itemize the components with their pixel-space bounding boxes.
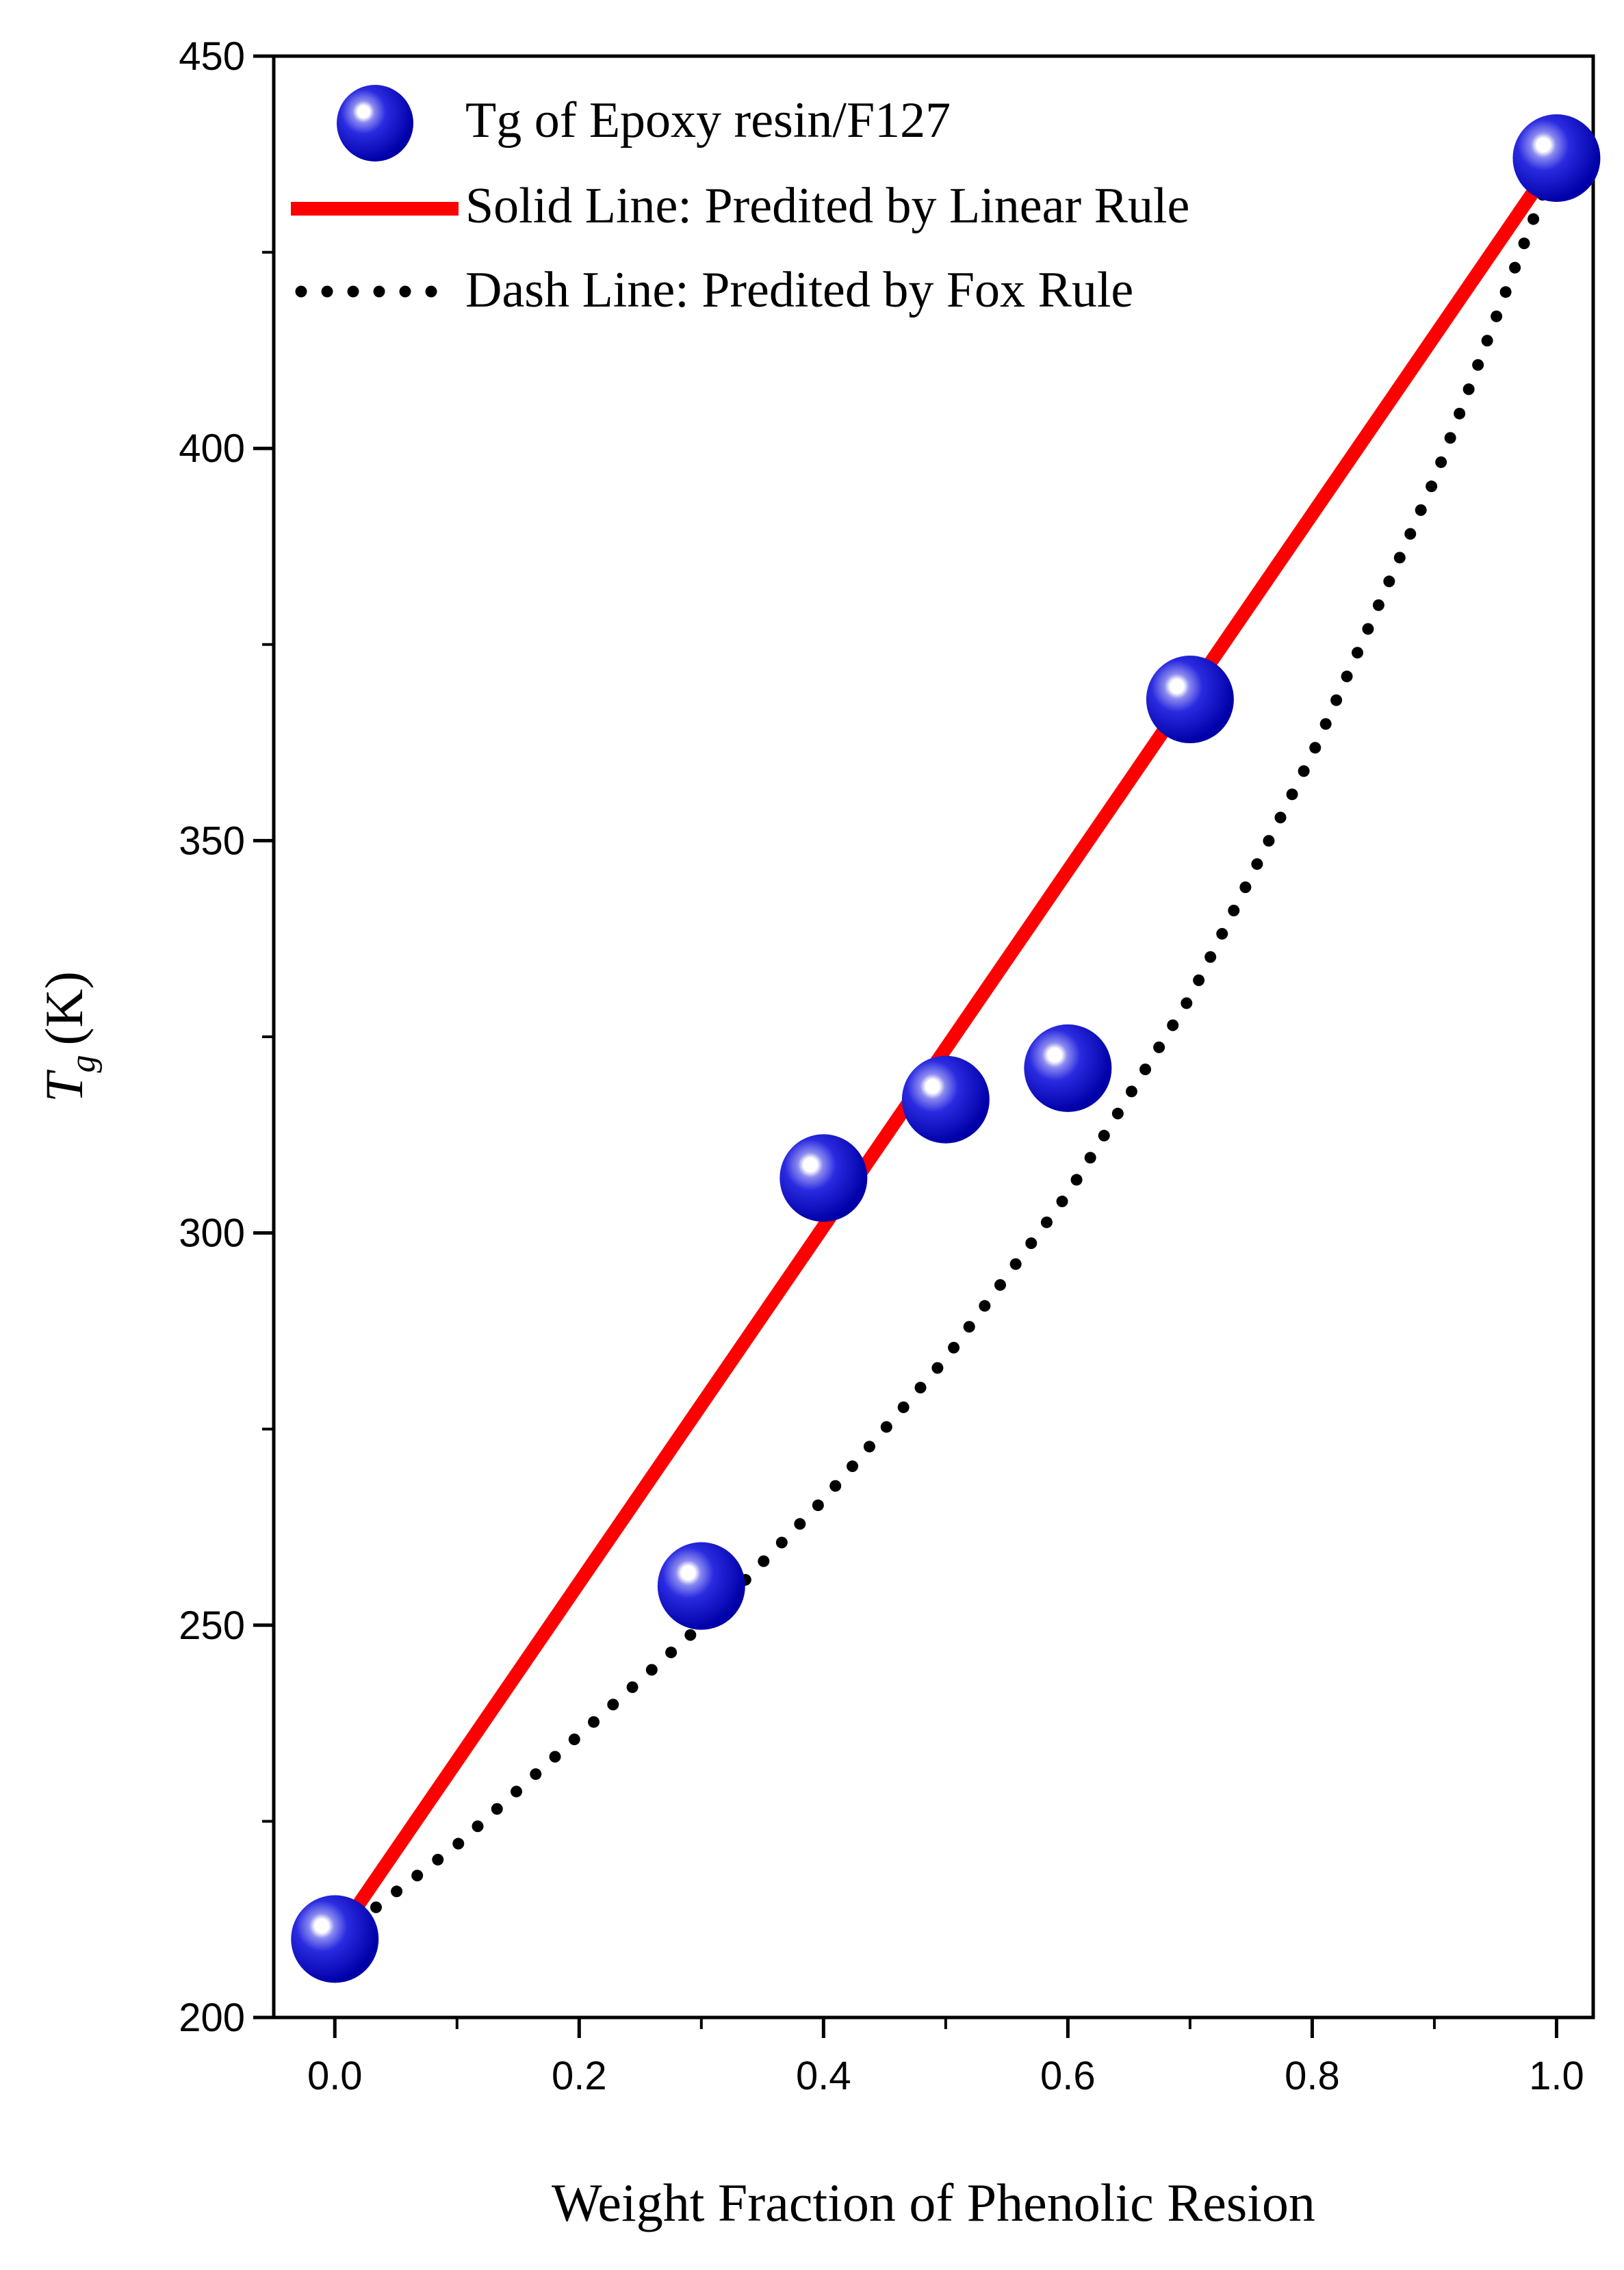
x-axis-title: Weight Fraction of Phenolic Resion xyxy=(552,2173,1315,2232)
y-tick-label: 400 xyxy=(179,426,245,471)
y-axis-title-symbol: T xyxy=(34,1070,94,1102)
legend-label: Solid Line: Predited by Linear Rule xyxy=(465,178,1189,234)
y-tick-label: 450 xyxy=(179,34,245,79)
data-point xyxy=(901,1055,990,1144)
legend-label: Dash Line: Predited by Fox Rule xyxy=(465,262,1133,318)
data-point xyxy=(657,1542,745,1630)
data-point xyxy=(779,1134,868,1222)
plot-border xyxy=(272,54,1595,2020)
y-axis: 200 250 300 350 400 450 xyxy=(179,34,274,2040)
legend-marker-sphere xyxy=(337,85,413,162)
legend-label: Tg of Epoxy resin/F127 xyxy=(465,92,951,149)
x-tick-label: 0.4 xyxy=(796,2054,851,2098)
y-axis-title-unit: (K) xyxy=(34,971,94,1045)
x-axis: 0.0 0.2 0.4 0.6 0.8 1.0 xyxy=(307,2017,1584,2098)
x-tick-label: 0.0 xyxy=(307,2054,363,2098)
series-layer xyxy=(291,114,1601,1983)
x-tick-label: 0.2 xyxy=(552,2054,607,2098)
data-point xyxy=(291,1895,379,1983)
y-tick-label: 250 xyxy=(179,1603,245,1648)
data-point xyxy=(1146,656,1234,744)
legend: Tg of Epoxy resin/F127 Solid Line: Predit… xyxy=(291,85,1189,318)
y-tick-label: 300 xyxy=(179,1211,245,1256)
linear-rule-solid-line xyxy=(329,154,1562,1944)
y-axis-title-subscript: g xyxy=(64,1055,103,1072)
x-tick-label: 0.8 xyxy=(1285,2054,1340,2098)
plot-area xyxy=(272,54,1595,2020)
y-tick-label: 350 xyxy=(179,818,245,863)
data-point xyxy=(1024,1024,1112,1112)
fox-rule-dotted-line xyxy=(328,152,1562,1945)
y-axis-title: Tg (K) xyxy=(34,971,103,1102)
x-tick-label: 0.6 xyxy=(1040,2054,1096,2098)
y-tick-label: 200 xyxy=(179,1996,245,2040)
data-point xyxy=(1512,114,1601,203)
x-tick-label: 1.0 xyxy=(1529,2054,1584,2098)
